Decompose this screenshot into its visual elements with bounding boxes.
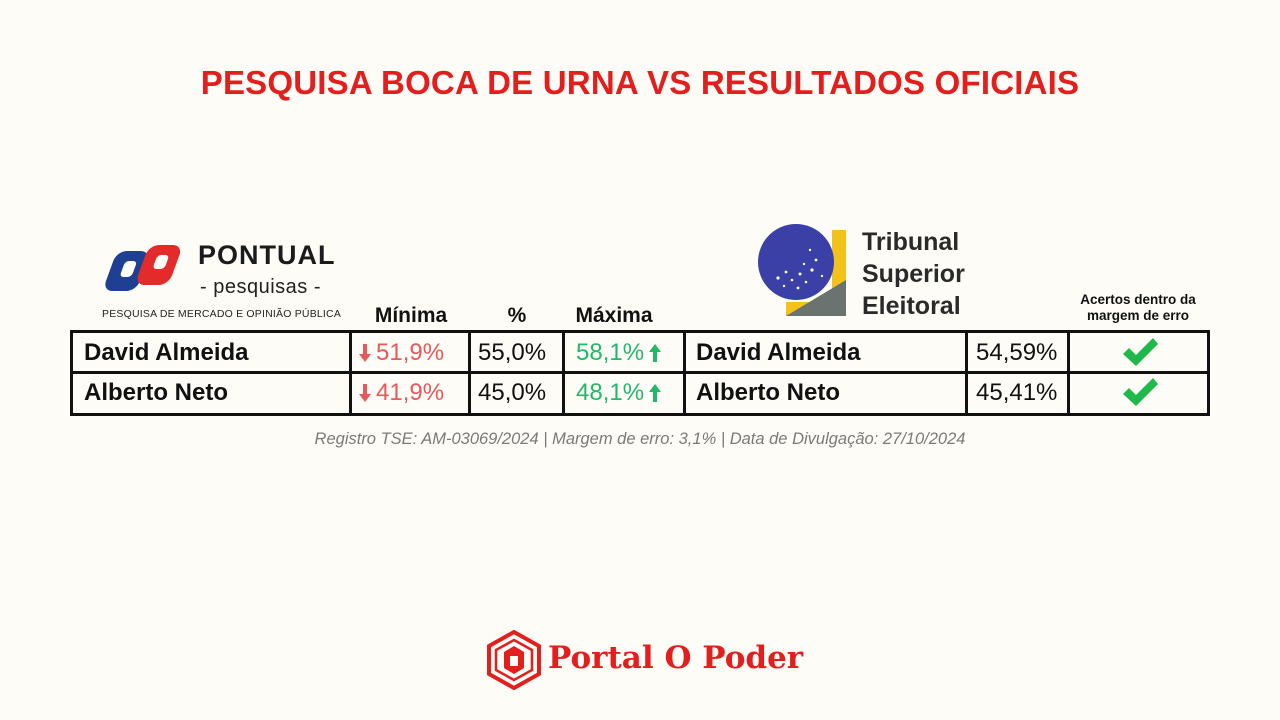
table-divider	[562, 330, 565, 416]
page-title: PESQUISA BOCA DE URNA VS RESULTADOS OFIC…	[200, 64, 1080, 101]
check-icon	[1123, 378, 1158, 406]
pontual-tagline: PESQUISA DE MERCADO E OPINIÃO PÚBLICA	[102, 308, 342, 320]
tse-mark-icon	[758, 224, 846, 316]
official-candidate-name: David Almeida	[696, 339, 861, 366]
maxima-text: 48,1%	[576, 379, 645, 406]
percent-value: 45,0%	[478, 379, 547, 406]
within-margin-cell	[1120, 333, 1200, 373]
tse-name: Tribunal Superior Eleitoral	[862, 226, 965, 322]
pontual-mark-icon	[105, 245, 181, 291]
maxima-value: 48,1%	[576, 373, 694, 413]
table-divider	[683, 330, 686, 416]
percent-value: 55,0%	[478, 339, 547, 366]
col-head-acertos: Acertos dentro da margem de erro	[1080, 292, 1196, 323]
arrow-down-icon	[359, 384, 371, 402]
arrow-up-icon	[649, 344, 662, 362]
official-result: 45,41%	[976, 379, 1058, 406]
within-margin-cell	[1120, 373, 1200, 413]
tse-logo: Tribunal Superior Eleitoral	[756, 220, 996, 320]
table-divider	[965, 330, 968, 416]
table-row: Alberto Neto 41,9% 45,0% 48,1% Alberto N…	[70, 373, 1210, 413]
table-divider	[468, 330, 471, 416]
maxima-text: 58,1%	[576, 339, 645, 366]
arrow-up-icon	[649, 384, 662, 402]
check-icon	[1123, 338, 1158, 366]
minima-value: 41,9%	[354, 373, 472, 413]
brand-logo: Portal O Poder	[486, 630, 806, 694]
portal-o-poder-logo-icon	[487, 630, 541, 690]
pontual-logo: PONTUAL - pesquisas - PESQUISA DE MERCAD…	[100, 232, 342, 324]
minima-text: 41,9%	[376, 379, 445, 406]
col-head-maxima: Máxima	[575, 304, 653, 327]
results-table: David Almeida 51,9% 55,0% 58,1% David Al…	[70, 330, 1210, 416]
pontual-sub: - pesquisas -	[200, 276, 321, 298]
tse-name-line2: Superior	[862, 260, 965, 288]
col-head-percent: %	[507, 304, 527, 327]
table-divider	[70, 371, 1210, 374]
candidate-name: Alberto Neto	[84, 379, 228, 406]
arrow-down-icon	[359, 344, 371, 362]
candidate-name: David Almeida	[84, 339, 249, 366]
table-divider	[1067, 330, 1070, 416]
official-result: 54,59%	[976, 339, 1058, 366]
official-candidate-name: Alberto Neto	[696, 379, 840, 406]
col-head-minima: Mínima	[374, 304, 448, 327]
footnote: Registro TSE: AM-03069/2024 | Margem de …	[314, 430, 966, 448]
minima-value: 51,9%	[354, 333, 472, 373]
pontual-name: PONTUAL	[198, 240, 336, 270]
minima-text: 51,9%	[376, 339, 445, 366]
brand-name: Portal O Poder	[548, 640, 804, 676]
tse-name-line1: Tribunal	[862, 228, 960, 256]
table-divider	[349, 330, 352, 416]
table-row: David Almeida 51,9% 55,0% 58,1% David Al…	[70, 333, 1210, 373]
tse-name-line3: Eleitoral	[862, 292, 961, 320]
maxima-value: 58,1%	[576, 333, 694, 373]
